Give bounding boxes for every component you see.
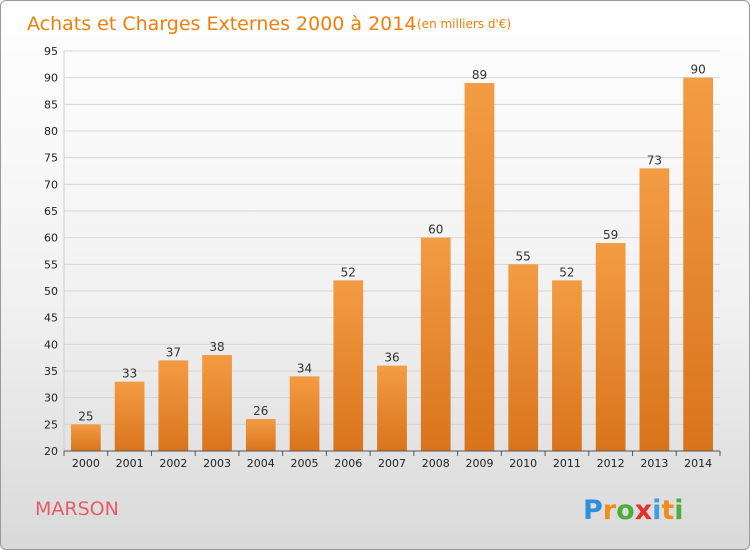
bar: [289, 376, 320, 451]
bar-value-label: 73: [647, 153, 662, 167]
y-tick-label: 20: [44, 445, 58, 458]
x-tick-label: 2010: [509, 457, 537, 470]
bar-value-label: 52: [341, 265, 356, 279]
bar-value-label: 59: [603, 228, 618, 242]
y-tick-label: 45: [44, 312, 58, 325]
y-tick-label: 70: [44, 178, 58, 191]
logo-letter: o: [616, 495, 635, 526]
chart-title: Achats et Charges Externes 2000 à 2014: [27, 13, 416, 35]
y-tick-label: 35: [44, 365, 58, 378]
bar: [595, 243, 626, 451]
x-tick-label: 2012: [597, 457, 625, 470]
grid-lines: [63, 50, 720, 452]
chart-subtitle: (en milliers d'€): [417, 17, 511, 31]
y-tick-label: 95: [44, 45, 58, 58]
x-tick-label: 2008: [422, 457, 450, 470]
y-tick-label: 60: [44, 232, 58, 245]
x-tick-label: 2001: [116, 457, 144, 470]
bar-value-label: 89: [472, 68, 487, 82]
bar: [333, 280, 364, 451]
bar: [464, 83, 495, 451]
bar: [552, 280, 582, 451]
bar: [202, 355, 232, 451]
bar-value-label: 37: [166, 345, 181, 359]
y-tick-label: 25: [44, 418, 58, 431]
bar: [158, 360, 189, 451]
bar: [245, 419, 276, 451]
x-tick-label: 2009: [465, 457, 493, 470]
bar-value-label: 25: [78, 409, 93, 423]
y-tick-label: 50: [44, 285, 58, 298]
bar-value-label: 52: [559, 265, 574, 279]
proxiti-logo: Proxiti: [583, 495, 684, 526]
bar-value-label: 90: [690, 63, 705, 77]
bar-value-label: 36: [384, 351, 399, 365]
logo-letter: x: [635, 495, 652, 526]
x-tick-label: 2000: [72, 457, 100, 470]
y-tick-label: 30: [44, 392, 58, 405]
logo-letter: P: [583, 495, 603, 526]
logo-letter: r: [603, 495, 617, 526]
x-tick-label: 2013: [640, 457, 668, 470]
y-tick-label: 75: [44, 152, 58, 165]
y-tick-label: 40: [44, 338, 58, 351]
bar-value-labels: 25 33 37 38 26 34 52 36 60 89 55 52 59 73 90: [78, 63, 706, 424]
y-tick-label: 80: [44, 125, 58, 138]
bar: [683, 77, 714, 452]
bar-value-label: 33: [122, 367, 137, 381]
bar: [639, 168, 670, 452]
bar-value-label: 55: [516, 249, 531, 263]
bar: [114, 381, 145, 451]
commune-name: MARSON: [35, 498, 119, 520]
bars: [70, 77, 714, 452]
x-axis-ticks: 2000 2001 2002 2003 2004 2005 2006 2007 2008 2009…: [63, 451, 721, 470]
x-tick-label: 2006: [334, 457, 362, 470]
x-tick-label: 2004: [247, 457, 275, 470]
y-axis-ticks: 20 25 30 35 40 45 50 55 60 65 70 75 80 85 90 95: [44, 45, 58, 458]
bar: [70, 424, 101, 451]
y-tick-label: 90: [44, 72, 58, 85]
bar: [508, 264, 539, 451]
logo-letter: i: [652, 495, 661, 526]
x-tick-label: 2007: [378, 457, 406, 470]
y-tick-label: 55: [44, 258, 58, 271]
bar-value-label: 34: [297, 361, 312, 375]
y-tick-label: 65: [44, 205, 58, 218]
y-tick-label: 85: [44, 98, 58, 111]
x-tick-label: 2002: [159, 457, 187, 470]
x-tick-label: 2005: [291, 457, 319, 470]
x-tick-label: 2011: [553, 457, 581, 470]
bar-value-label: 60: [428, 223, 443, 237]
bar: [377, 365, 407, 451]
x-tick-label: 2014: [684, 457, 712, 470]
bar-value-label: 38: [209, 340, 224, 354]
bar: [420, 237, 451, 451]
logo-letter: i: [674, 495, 683, 526]
x-tick-label: 2003: [203, 457, 231, 470]
logo-letter: t: [661, 495, 674, 526]
bar-value-label: 26: [253, 404, 268, 418]
